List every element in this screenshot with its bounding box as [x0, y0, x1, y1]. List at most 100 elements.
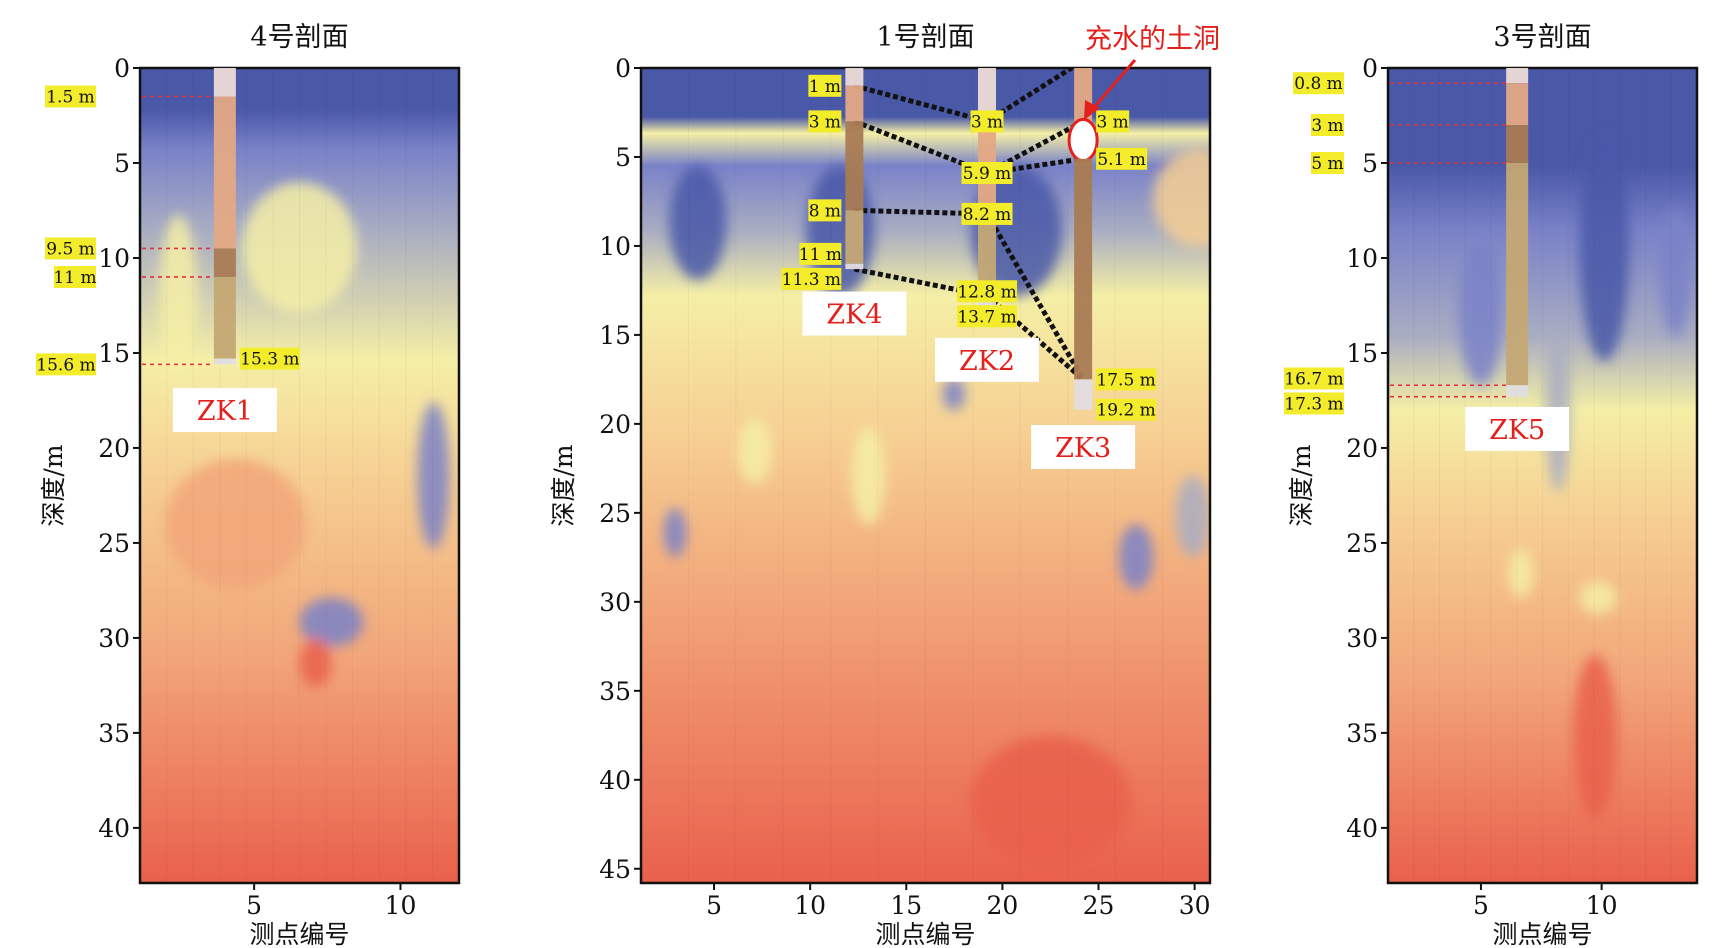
- borehole-name: ZK4: [826, 300, 882, 331]
- anomaly-zone: [417, 402, 450, 549]
- y-tick-label: 5: [114, 149, 130, 178]
- y-tick-label: 40: [98, 814, 130, 843]
- borehole-segment: [213, 96, 236, 249]
- borehole-name-box: [172, 387, 277, 432]
- borehole-zk5: 0.8 m 3 m 5 m 16.7 m 17.3 m ZK5: [1284, 68, 1570, 451]
- depth-label: 3 m: [971, 112, 1003, 132]
- depth-label-bg: [1284, 367, 1344, 390]
- borehole-name: ZK3: [1055, 433, 1111, 464]
- y-tick-label: 25: [98, 529, 130, 558]
- depth-label: 5 m: [1311, 154, 1343, 174]
- y-axis-label: 深度/m: [549, 444, 578, 526]
- depth-label: 3 m: [809, 112, 841, 132]
- borehole-segment: [1074, 158, 1093, 380]
- depth-label-bg: [799, 242, 842, 265]
- x-tick-label: 10: [385, 891, 417, 920]
- depth-label: 1 m: [809, 77, 841, 97]
- y-tick-label: 0: [1362, 54, 1378, 83]
- anomaly-zone: [1573, 654, 1617, 818]
- borehole-segment: [1506, 162, 1529, 386]
- anomaly-zone: [1118, 524, 1154, 590]
- depth-label-bg: [1096, 147, 1148, 170]
- y-tick-label: 5: [615, 143, 631, 172]
- y-tick-label: 20: [98, 434, 130, 463]
- borehole-name-box: [1031, 425, 1136, 470]
- borehole-segment: [213, 276, 236, 359]
- profile-panel-1: 4号剖面 0 5 10 15 20 25 30 35 40 5 10 测点编号 深度/m 1.5 m 9.5 …: [36, 22, 461, 948]
- borehole-zk4: 1 m 3 m 8 m 11 m 11.3 m ZK4: [781, 68, 907, 336]
- depth-label: 15.6 m: [36, 355, 95, 375]
- depth-label: 17.5 m: [1096, 370, 1155, 390]
- borehole-zk1: 1.5 m 9.5 m 11 m 15.3 m 15.6 m ZK1: [36, 68, 300, 432]
- depth-label: 0.8 m: [1294, 74, 1343, 94]
- depth-label-bg: [961, 161, 1013, 184]
- depth-label: 3 m: [1096, 112, 1128, 132]
- depth-label: 1.5 m: [46, 87, 95, 107]
- y-tick-label: 15: [98, 339, 130, 368]
- y-tick-label: 15: [599, 321, 631, 350]
- panel-title: 3号剖面: [1493, 22, 1591, 53]
- anomaly-zone: [299, 597, 364, 647]
- y-tick-label: 45: [599, 855, 631, 884]
- depth-label-bg: [36, 353, 96, 376]
- anomaly-zone: [1579, 581, 1617, 615]
- y-tick-label: 30: [98, 624, 130, 653]
- anomaly-zone: [1508, 548, 1534, 598]
- x-tick-label: 5: [246, 891, 262, 920]
- borehole-segment: [1506, 83, 1529, 125]
- contour-map: [641, 68, 1210, 883]
- borehole-name-box: [802, 291, 907, 336]
- x-tick-label: 30: [1179, 891, 1211, 920]
- depth-label: 9.5 m: [46, 239, 95, 259]
- depth-label-bg: [957, 305, 1018, 328]
- anomaly-zone: [669, 165, 727, 280]
- water-filled-cavity-annotation: 充水的土洞: [1085, 24, 1220, 55]
- x-tick-label: 15: [890, 891, 922, 920]
- anomaly-zone: [1175, 475, 1210, 557]
- y-axis-label: 深度/m: [39, 444, 68, 526]
- borehole-zk2: 3 m 5.9 m 8.2 m 12.8 m 13.7 m ZK2: [935, 68, 1040, 382]
- depth-label-bg: [239, 347, 300, 370]
- depth-label: 8 m: [809, 201, 841, 221]
- depth-label-bg: [1293, 72, 1344, 95]
- contour-map: [1388, 68, 1697, 883]
- depth-label-bg: [54, 265, 96, 288]
- depth-label: 15.3 m: [240, 350, 299, 370]
- depth-label: 17.3 m: [1284, 394, 1343, 414]
- depth-label-bg: [1284, 392, 1344, 415]
- plot-frame: [138, 66, 461, 885]
- x-tick-label: 10: [794, 891, 826, 920]
- depth-label: 11.3 m: [782, 270, 841, 290]
- y-tick-label: 10: [98, 244, 130, 273]
- borehole-segment: [978, 213, 997, 296]
- anomaly-zone: [1459, 239, 1503, 386]
- resistivity-background: [1388, 68, 1697, 883]
- y-tick-label: 5: [1362, 149, 1378, 178]
- depth-label-bg: [1096, 398, 1157, 421]
- depth-label-bg: [961, 202, 1013, 225]
- plot-frame: [1386, 66, 1699, 885]
- y-tick-label: 35: [599, 677, 631, 706]
- borehole-name: ZK1: [197, 396, 253, 427]
- borehole-segment: [213, 248, 236, 277]
- x-tick-label: 5: [706, 891, 722, 920]
- borehole-segment: [845, 85, 864, 122]
- depth-label-bg: [1096, 368, 1157, 391]
- anomaly-zone: [663, 508, 687, 557]
- depth-label: 8.2 m: [963, 205, 1012, 225]
- depth-label-bg: [970, 110, 1004, 133]
- anomaly-zone: [851, 426, 886, 525]
- anomaly-zone: [242, 182, 357, 313]
- y-tick-label: 20: [1346, 434, 1378, 463]
- depth-label-bg: [1096, 110, 1130, 133]
- anomaly-zone: [1579, 133, 1630, 362]
- x-axis-label: 测点编号: [875, 920, 975, 948]
- y-tick-label: 10: [599, 232, 631, 261]
- depth-label: 5.1 m: [1097, 150, 1146, 170]
- borehole-segment: [845, 263, 864, 270]
- cavity-marker: [1067, 117, 1099, 163]
- depth-label-bg: [781, 267, 842, 290]
- anomaly-zone: [737, 418, 772, 484]
